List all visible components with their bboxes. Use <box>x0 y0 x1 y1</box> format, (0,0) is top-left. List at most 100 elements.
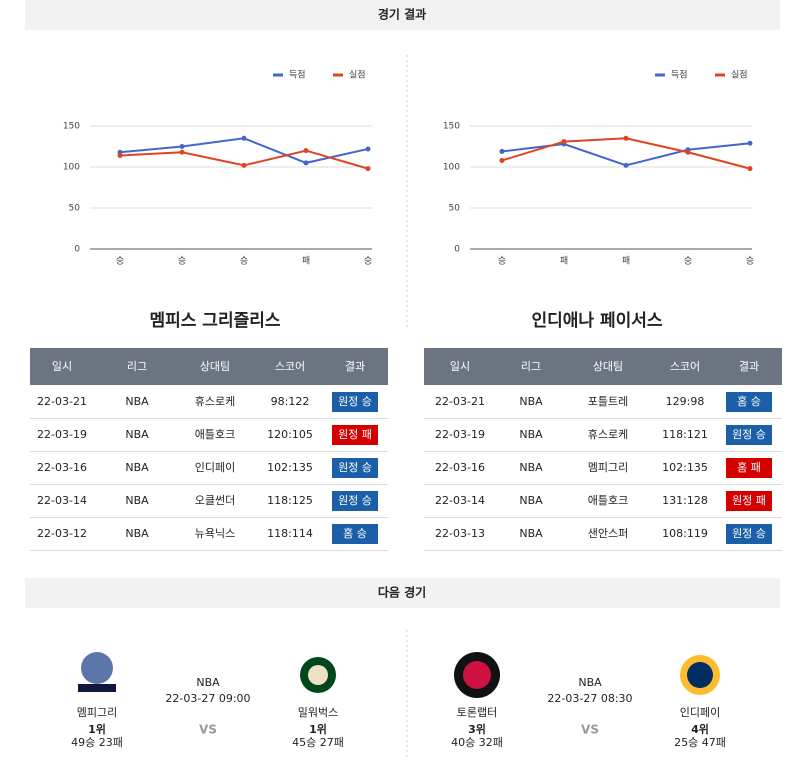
table-cell: 22-03-14 <box>435 494 485 507</box>
team-logo <box>300 657 336 693</box>
team-rank: 4위 <box>691 723 709 736</box>
data-point <box>117 153 123 159</box>
data-point <box>623 135 629 141</box>
result-badge <box>726 524 772 544</box>
team-logo <box>454 652 500 698</box>
result-label: 홈 승 <box>737 394 761 408</box>
x-tick-label: 승 <box>240 256 248 267</box>
table-cell: 22-03-13 <box>435 527 485 540</box>
team-short: 멤피그리 <box>77 706 117 719</box>
result-badge <box>726 491 772 511</box>
x-tick-label: 패 <box>302 256 310 267</box>
table-cell: 131:128 <box>662 494 708 507</box>
result-label: 원정 패 <box>338 428 372 441</box>
y-tick-label: 100 <box>443 163 460 173</box>
team-logo <box>78 652 116 692</box>
section-bar <box>25 578 780 608</box>
team-short: 인디페이 <box>680 706 720 719</box>
table-cell: 뉴욕닉스 <box>195 527 235 540</box>
team-record: 25승 47패 <box>674 736 726 749</box>
x-tick-label: 승 <box>746 256 754 267</box>
result-label: 원정 승 <box>732 527 766 540</box>
x-tick-label: 승 <box>684 256 692 267</box>
column-header: 일시 <box>52 359 72 373</box>
data-point <box>365 146 371 152</box>
column-header: 리그 <box>127 360 147 373</box>
table-header <box>30 348 388 385</box>
table-cell: NBA <box>519 428 543 441</box>
data-point <box>241 162 247 168</box>
y-tick-label: 150 <box>63 122 80 132</box>
data-point <box>241 135 247 141</box>
data-point <box>623 162 629 168</box>
table-cell: 애틀호크 <box>195 428 235 441</box>
table-cell: 22-03-21 <box>435 395 485 408</box>
series-line <box>501 142 751 167</box>
table-cell: NBA <box>125 527 149 540</box>
x-tick-label: 승 <box>116 256 124 267</box>
x-tick-label: 패 <box>622 256 630 267</box>
data-point <box>747 166 753 172</box>
table-cell: 22-03-14 <box>37 494 87 507</box>
table-cell: 인디페이 <box>195 461 235 474</box>
team-name: 멤피스 그리즐리스 <box>149 311 280 331</box>
result-badge <box>332 524 378 544</box>
table-cell: 샌안스퍼 <box>588 527 628 540</box>
result-label: 홈 승 <box>343 526 367 540</box>
table-cell: 98:122 <box>271 395 310 408</box>
result-badge <box>332 491 378 511</box>
column-header: 상대팀 <box>593 360 623 373</box>
section-title: 다음 경기 <box>378 585 426 600</box>
result-label: 원정 패 <box>732 494 766 507</box>
team-record: 49승 23패 <box>71 736 123 749</box>
result-badge <box>332 425 378 445</box>
result-label: 원정 승 <box>338 461 372 474</box>
table-cell: 120:105 <box>267 428 313 441</box>
y-tick-label: 0 <box>74 245 80 255</box>
result-badge <box>726 425 772 445</box>
table-cell: 휴스로케 <box>588 428 628 441</box>
data-point <box>561 139 567 145</box>
result-badge <box>332 458 378 478</box>
column-header: 결과 <box>739 360 759 373</box>
table-cell: NBA <box>125 461 149 474</box>
team-rank: 1위 <box>88 723 106 736</box>
column-header: 스코어 <box>275 360 305 373</box>
game-time: 22-03-27 08:30 <box>547 692 632 705</box>
data-point <box>179 149 185 155</box>
data-point <box>499 148 505 154</box>
data-point <box>747 140 753 146</box>
vs: VS <box>581 723 599 737</box>
result-badge <box>726 392 772 412</box>
section-title: 경기 결과 <box>378 7 426 22</box>
table-cell: NBA <box>125 395 149 408</box>
table-cell: 108:119 <box>662 527 708 540</box>
y-tick-label: 150 <box>443 122 460 132</box>
table-cell: 118:114 <box>267 527 313 540</box>
result-label: 원정 승 <box>338 494 372 507</box>
game-time: 22-03-27 09:00 <box>165 692 250 705</box>
league: NBA <box>196 676 220 689</box>
x-tick-label: 패 <box>560 256 568 267</box>
table-cell: NBA <box>125 428 149 441</box>
table-cell: 22-03-19 <box>37 428 87 441</box>
table-cell: 포틀트레 <box>588 395 628 408</box>
team-name: 인디애나 페이서스 <box>531 311 662 331</box>
y-tick-label: 50 <box>69 204 81 214</box>
x-tick-label: 승 <box>364 256 372 267</box>
table-cell: NBA <box>519 395 543 408</box>
data-point <box>685 149 691 155</box>
column-header: 리그 <box>521 360 541 373</box>
result-label: 홈 패 <box>737 460 761 474</box>
table-cell: 오클썬더 <box>195 494 235 507</box>
column-header: 스코어 <box>670 360 700 373</box>
table-cell: 118:125 <box>267 494 313 507</box>
league: NBA <box>578 676 602 689</box>
table-cell: 129:98 <box>666 395 705 408</box>
team-record: 45승 27패 <box>292 736 344 749</box>
team-short: 밀워벅스 <box>298 706 338 719</box>
legend-label: 실점 <box>349 69 366 81</box>
column-header: 상대팀 <box>200 360 230 373</box>
team-record: 40승 32패 <box>451 736 503 749</box>
